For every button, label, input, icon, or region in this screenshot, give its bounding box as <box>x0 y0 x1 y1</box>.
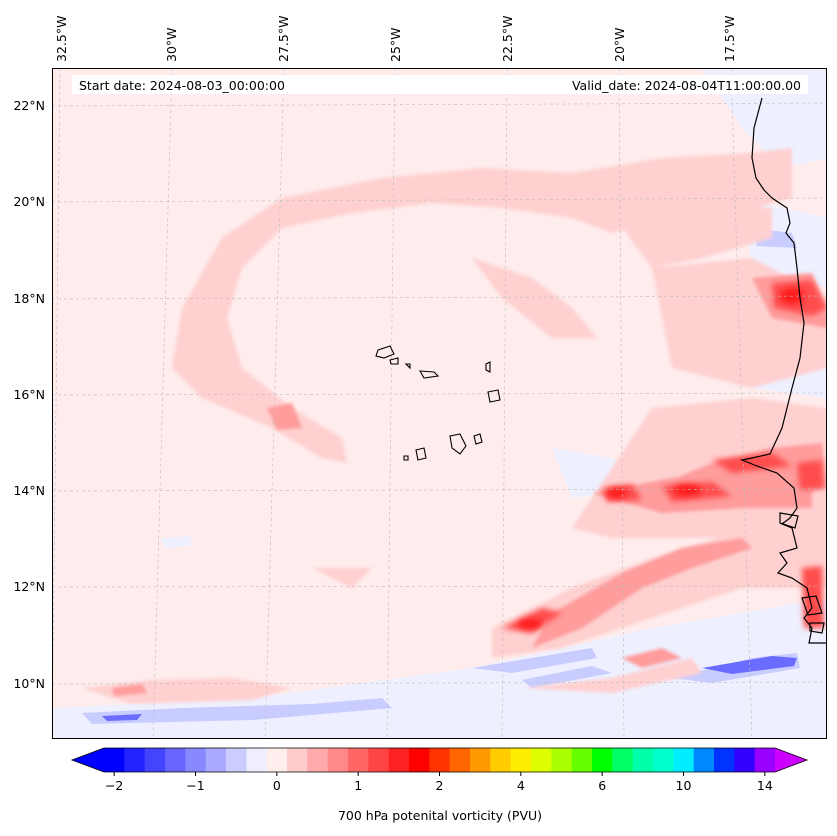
colorbar-tick-label: 0 <box>273 778 281 793</box>
colorbar-over-arrow <box>775 748 807 772</box>
lon-tick-label: 30°W <box>164 27 179 62</box>
cape-verde-islands <box>375 345 501 461</box>
colorbar-cell <box>551 748 573 772</box>
info-box <box>72 75 808 94</box>
gridlines <box>52 68 827 739</box>
colorbar-cell <box>266 748 288 772</box>
lat-tick-label: 14°N <box>13 483 45 498</box>
pv-contour-map <box>52 68 827 739</box>
colorbar-ticks: −2 −1 0 1 2 4 6 10 14 <box>105 772 773 793</box>
colorbar-outline <box>70 747 809 773</box>
lat-tick-label: 18°N <box>13 291 45 306</box>
colorbar-cell <box>490 748 512 772</box>
valid-date-label: Valid_date: 2024-08-04T11:00:00.00 <box>571 78 801 93</box>
colorbar-cell <box>632 748 654 772</box>
lon-tick-label: 27.5°W <box>276 15 291 62</box>
colorbar: −2 −1 0 1 2 4 6 10 14 <box>70 747 809 793</box>
colorbar-tick-label: 1 <box>354 778 362 793</box>
colorbar-cell <box>409 748 430 772</box>
colorbar-cell <box>368 748 390 772</box>
colorbar-cell <box>592 748 613 772</box>
pv-negative-peak <box>102 656 797 721</box>
lat-tick-label: 16°N <box>13 387 45 402</box>
lon-tick-label: 32.5°W <box>54 15 69 62</box>
lon-tick-label: 25°W <box>388 27 403 62</box>
colorbar-cell <box>693 748 715 772</box>
map-panel <box>52 68 827 739</box>
colorbar-cells <box>104 748 776 772</box>
colorbar-cell <box>185 748 207 772</box>
colorbar-label: 700 hPa potenital vorticity (PVU) <box>337 808 543 823</box>
colorbar-cell <box>734 748 756 772</box>
colorbar-cell <box>754 748 776 772</box>
colorbar-cell <box>205 748 227 772</box>
colorbar-cell <box>246 748 268 772</box>
colorbar-cell <box>571 748 593 772</box>
colorbar-cell <box>714 748 735 772</box>
lon-tick-label: 20°W <box>612 27 627 62</box>
colorbar-tick-label: 14 <box>757 778 773 793</box>
colorbar-cell <box>429 748 451 772</box>
colorbar-cell <box>226 748 247 772</box>
colorbar-cell <box>348 748 369 772</box>
lon-tick-label: 22.5°W <box>500 15 515 62</box>
colorbar-cell <box>287 748 308 772</box>
colorbar-tick-label: −2 <box>105 778 123 793</box>
colorbar-cell <box>165 748 186 772</box>
colorbar-cell <box>510 748 532 772</box>
lat-tick-label: 12°N <box>13 579 45 594</box>
colorbar-tick-label: −1 <box>186 778 204 793</box>
colorbar-cell <box>307 748 329 772</box>
lat-tick-label: 10°N <box>13 676 45 691</box>
colorbar-cell <box>144 748 166 772</box>
colorbar-tick-label: 6 <box>598 778 606 793</box>
colorbar-cell <box>531 748 552 772</box>
coastline <box>739 97 827 644</box>
colorbar-cell <box>104 748 125 772</box>
pv-positive-peak <box>518 288 804 629</box>
colorbar-tick-label: 10 <box>676 778 692 793</box>
map-frame <box>52 68 827 739</box>
colorbar-cell <box>449 748 471 772</box>
colorbar-under-arrow <box>72 748 104 772</box>
colorbar-cell <box>653 748 674 772</box>
lon-tick-label: 17.5°W <box>722 15 737 62</box>
colorbar-tick-label: 2 <box>436 778 444 793</box>
colorbar-cell <box>612 748 634 772</box>
start-date-label: Start date: 2024-08-03_00:00:00 <box>79 78 285 93</box>
lat-tick-label: 20°N <box>13 194 45 209</box>
colorbar-cell <box>327 748 349 772</box>
lat-tick-label: 22°N <box>13 98 45 113</box>
colorbar-cell <box>388 748 410 772</box>
colorbar-cell <box>673 748 695 772</box>
colorbar-cell <box>470 748 491 772</box>
colorbar-tick-label: 4 <box>517 778 525 793</box>
colorbar-cell <box>124 748 146 772</box>
